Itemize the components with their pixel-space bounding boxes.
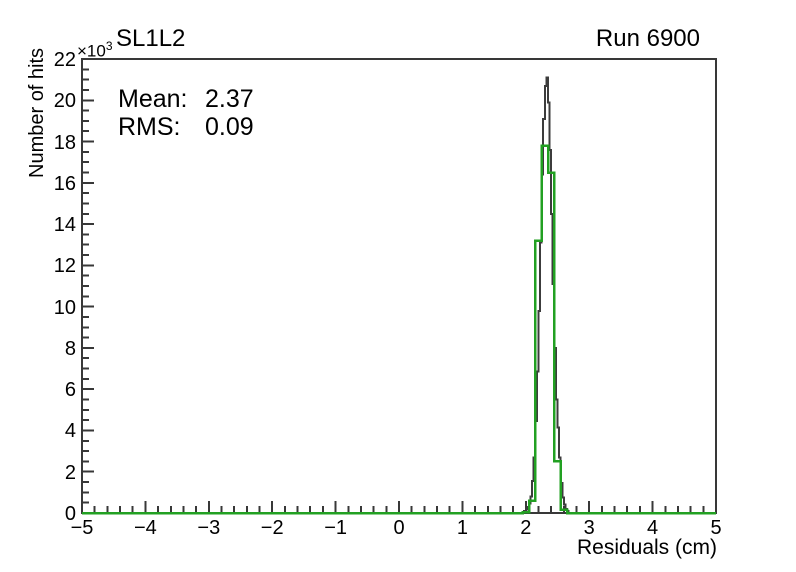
y-tick-label: 18 bbox=[53, 131, 76, 154]
x-tick-label: −3 bbox=[197, 517, 221, 539]
x-tick-label: −1 bbox=[324, 517, 347, 539]
histogram-title: SL1L2 bbox=[116, 25, 186, 52]
y-tick-label: 14 bbox=[53, 214, 76, 237]
x-tick-label: 3 bbox=[583, 517, 595, 539]
x-tick-label: 5 bbox=[710, 517, 722, 539]
x-tick-label: 1 bbox=[456, 517, 468, 539]
y-tick-label: 20 bbox=[53, 90, 76, 113]
run-number-label: Run 6900 bbox=[595, 25, 700, 52]
x-tick-label: −4 bbox=[133, 517, 157, 539]
mean-label: Mean: bbox=[118, 85, 188, 113]
mean-value: 2.37 bbox=[205, 85, 254, 113]
y-tick-label: 10 bbox=[53, 296, 76, 319]
y-axis-multiplier-exponent: 3 bbox=[105, 39, 113, 53]
x-tick-label: 0 bbox=[393, 517, 405, 539]
histogram-black bbox=[82, 76, 716, 514]
histogram-green bbox=[82, 144, 716, 515]
stats-box: Mean: 2.37 RMS: 0.09 bbox=[118, 85, 254, 141]
y-tick-label: 2 bbox=[64, 461, 76, 484]
y-tick-label: 6 bbox=[64, 379, 76, 402]
x-tick-label: 4 bbox=[647, 517, 659, 539]
rms-value: 0.09 bbox=[205, 113, 254, 141]
y-tick-label: 12 bbox=[53, 255, 76, 278]
x-tick-label: −2 bbox=[260, 517, 284, 539]
y-tick-label: 16 bbox=[53, 172, 76, 195]
rms-label: RMS: bbox=[118, 113, 181, 141]
x-axis-title: Residuals (cm) bbox=[576, 536, 717, 559]
y-axis-multiplier-base: ×10 bbox=[77, 41, 106, 61]
y-tick-label: 22 bbox=[53, 49, 76, 71]
y-axis-multiplier: ×103 bbox=[77, 37, 113, 61]
y-tick-label: 8 bbox=[64, 337, 76, 360]
stats-rms-row: RMS: 0.09 bbox=[118, 113, 254, 141]
x-tick-label: −5 bbox=[70, 517, 94, 539]
histogram-series bbox=[82, 76, 716, 515]
y-tick-label: 4 bbox=[64, 420, 76, 443]
y-tick-label: 0 bbox=[64, 503, 76, 525]
x-tick-label: 2 bbox=[520, 517, 532, 539]
stats-mean-row: Mean: 2.37 bbox=[118, 85, 254, 113]
